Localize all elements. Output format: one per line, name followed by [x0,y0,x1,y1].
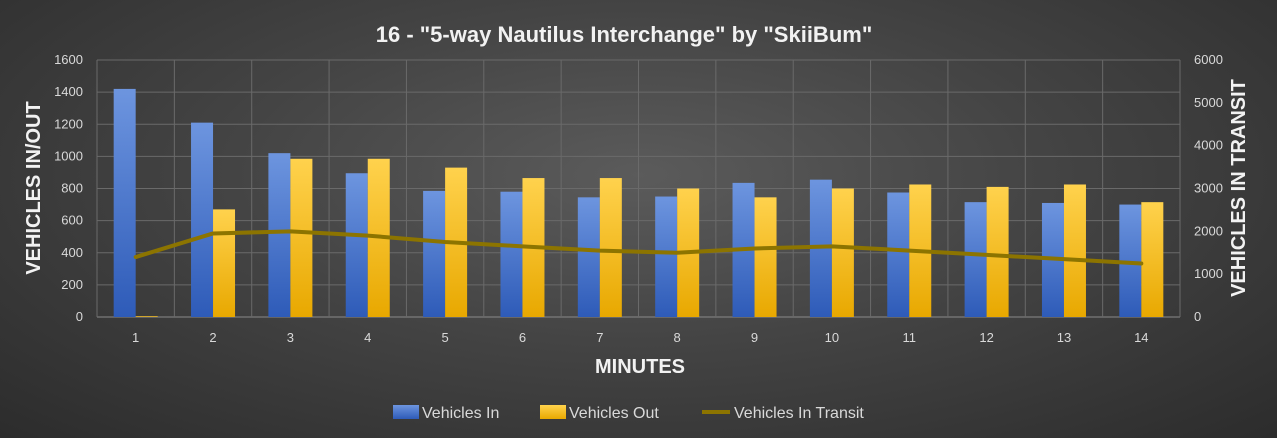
x-tick-label: 3 [287,330,294,345]
bar-vehicles-out [831,188,854,317]
transit-line [133,229,1144,266]
bar-vehicles-in [113,88,136,317]
x-tick-label: 7 [596,330,603,345]
bar-vehicles-out [290,158,313,317]
x-tick-label: 8 [674,330,681,345]
x-tick-label: 4 [364,330,371,345]
y-tick-label: 0 [76,309,83,324]
bar-vehicles-in [268,153,291,317]
right-axis-ticks: 0 1000 2000 3000 4000 5000 6000 [1194,52,1223,324]
bar-vehicles-in [964,202,987,317]
y2-axis-title: VEHICLES IN TRANSIT [1228,79,1250,297]
bar-vehicles-in [423,190,446,317]
y-tick-label: 1200 [54,116,83,131]
bar-vehicles-in [655,196,678,317]
y2-tick-label: 3000 [1194,181,1223,196]
y2-tick-label: 4000 [1194,138,1223,153]
bar-vehicles-out [1141,202,1164,317]
y-tick-label: 400 [61,245,83,260]
bar-vehicles-in [577,197,600,317]
y2-tick-label: 1000 [1194,266,1223,281]
chart-title: 16 - "5-way Nautilus Interchange" by "Sk… [376,22,873,47]
x-tick-label: 11 [903,330,917,345]
x-tick-label: 1 [132,330,139,345]
x-tick-label: 6 [519,330,526,345]
y-tick-label: 600 [61,213,83,228]
legend-label-vehicles-in-transit: Vehicles In Transit [734,405,864,422]
y-tick-label: 800 [61,181,83,196]
y2-tick-label: 5000 [1194,95,1223,110]
y-tick-label: 1600 [54,52,83,67]
gridlines [96,59,1181,318]
y2-tick-label: 6000 [1194,52,1223,67]
bar-vehicles-out [213,209,236,317]
x-tick-label: 2 [209,330,216,345]
bar-vehicles-out [135,316,158,317]
x-axis-title: MINUTES [595,356,685,378]
x-tick-label: 5 [441,330,448,345]
bar-vehicles-out [599,178,622,317]
legend-swatch-vehicles-in [393,405,419,419]
y2-tick-label: 2000 [1194,223,1223,238]
legend-swatch-vehicles-out [540,405,566,419]
y-axis-title: VEHICLES IN/OUT [23,101,45,274]
x-axis-ticks: 1 2 3 4 5 6 7 8 9 10 11 12 13 14 [132,330,1148,345]
left-axis-ticks: 0 200 400 600 800 1000 1200 1400 1600 [54,52,83,324]
y-tick-label: 1000 [54,148,83,163]
bar-vehicles-in [1119,204,1142,317]
x-tick-label: 9 [751,330,758,345]
x-tick-label: 14 [1134,330,1148,345]
bar-vehicles-in [500,191,523,317]
x-tick-label: 10 [825,330,839,345]
y2-tick-label: 0 [1194,309,1201,324]
bar-vehicles-in [887,192,910,317]
x-tick-label: 12 [979,330,993,345]
bar-vehicles-in [191,122,214,317]
legend-label-vehicles-in: Vehicles In [422,405,499,422]
bars [113,88,1164,317]
legend-label-vehicles-out: Vehicles Out [569,405,659,422]
x-tick-label: 13 [1057,330,1071,345]
line-vehicles-in-transit [133,229,1144,266]
bar-vehicles-in [345,173,368,317]
legend: Vehicles In Vehicles Out Vehicles In Tra… [393,405,864,422]
bar-vehicles-out [1063,184,1086,317]
y-tick-label: 1400 [54,84,83,99]
bar-vehicles-out [754,197,777,317]
bar-vehicles-out [986,186,1009,317]
y-tick-label: 200 [61,277,83,292]
